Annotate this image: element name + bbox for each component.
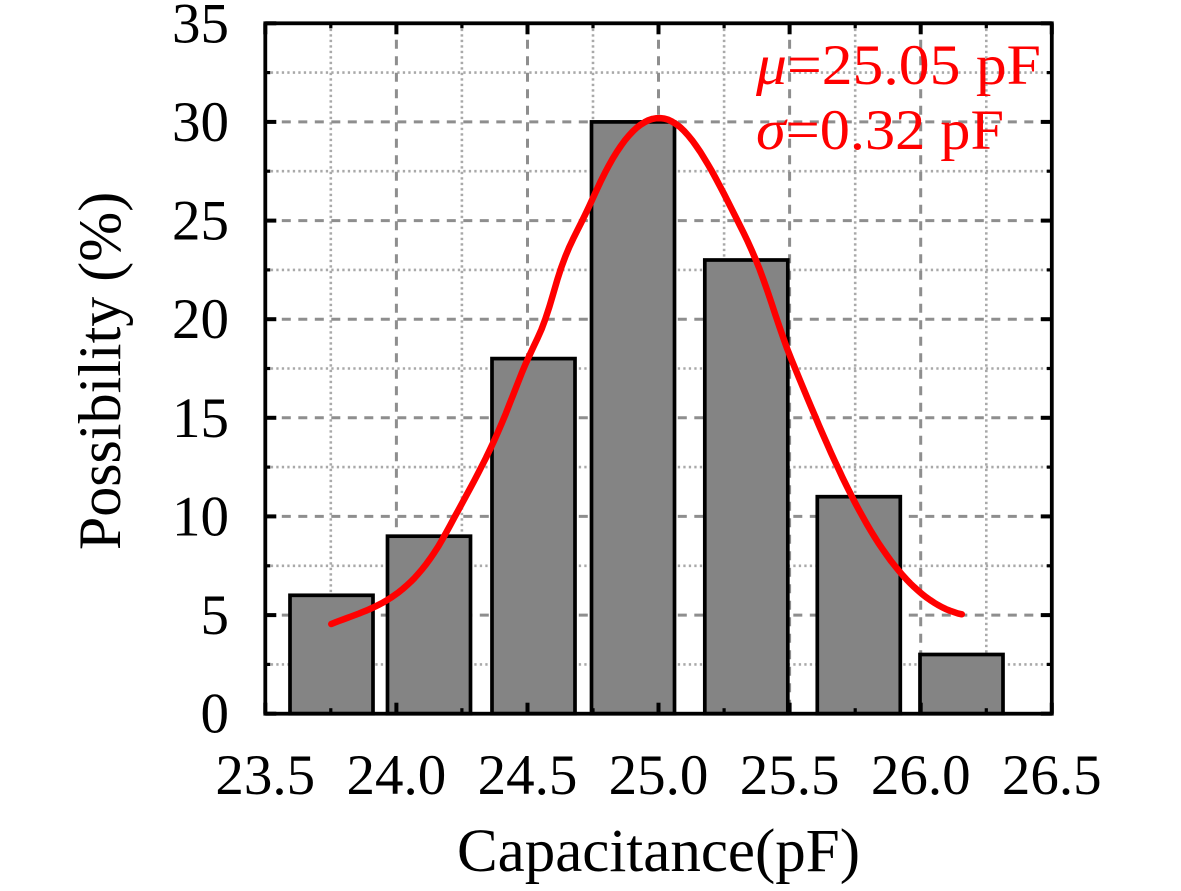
svg-text:5: 5 — [201, 584, 230, 647]
svg-text:26.0: 26.0 — [871, 744, 971, 807]
svg-text:26.5: 26.5 — [1002, 744, 1102, 807]
svg-text:Capacitance(pF): Capacitance(pF) — [457, 818, 860, 885]
svg-text:20: 20 — [172, 288, 229, 351]
svg-text:25.5: 25.5 — [740, 744, 840, 807]
svg-text:24.5: 24.5 — [478, 744, 578, 807]
svg-text:35: 35 — [172, 0, 229, 55]
svg-text:15: 15 — [172, 387, 229, 450]
svg-text:23.5: 23.5 — [215, 744, 315, 807]
svg-text:μ=25.05 pF: μ=25.05 pF — [755, 34, 1041, 97]
svg-text:25.0: 25.0 — [609, 744, 709, 807]
svg-text:Possibility (%): Possibility (%) — [67, 192, 133, 550]
svg-text:σ=0.32 pF: σ=0.32 pF — [756, 99, 1004, 162]
svg-text:25: 25 — [172, 190, 229, 253]
svg-text:30: 30 — [172, 91, 229, 154]
svg-text:24.0: 24.0 — [347, 744, 447, 807]
svg-text:0: 0 — [201, 683, 230, 746]
svg-text:10: 10 — [172, 485, 229, 548]
